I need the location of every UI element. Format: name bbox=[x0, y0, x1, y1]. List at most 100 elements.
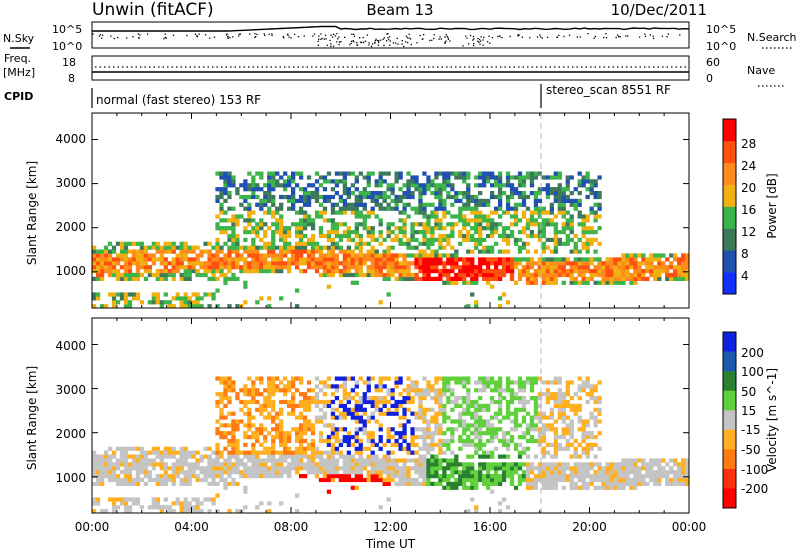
velocity-cell bbox=[378, 446, 383, 451]
power-cell bbox=[585, 265, 590, 270]
power-cell bbox=[338, 179, 344, 184]
cpid-segment-2: stereo_scan 8551 RF bbox=[546, 83, 671, 97]
power-cell bbox=[362, 187, 367, 192]
velocity-cell bbox=[525, 446, 531, 451]
velocity-cell bbox=[115, 477, 121, 483]
velocity-cell bbox=[195, 466, 200, 471]
power-cell bbox=[370, 253, 375, 258]
velocity-cell bbox=[342, 411, 348, 416]
power-cell bbox=[283, 233, 288, 239]
power-cell bbox=[517, 272, 523, 278]
power-cell bbox=[306, 261, 312, 266]
power-cell bbox=[573, 198, 578, 203]
power-cell bbox=[482, 261, 487, 266]
velocity-cell bbox=[497, 376, 503, 381]
velocity-cell bbox=[490, 474, 495, 479]
nsearch-point bbox=[558, 34, 560, 36]
power-cell bbox=[458, 272, 463, 278]
nsearch-point bbox=[317, 44, 319, 46]
velocity-cell bbox=[390, 466, 395, 471]
velocity-cell bbox=[275, 470, 280, 475]
velocity-cell bbox=[422, 388, 427, 393]
power-cell bbox=[366, 214, 371, 219]
velocity-cell bbox=[442, 477, 447, 483]
velocity-colorbar-swatch bbox=[723, 390, 736, 411]
power-cell bbox=[422, 206, 427, 211]
velocity-cell bbox=[358, 454, 363, 459]
nsky-trace bbox=[92, 25, 690, 32]
power-cell bbox=[183, 296, 188, 301]
power-cell bbox=[426, 179, 431, 184]
velocity-cell bbox=[314, 396, 320, 401]
velocity-cell bbox=[490, 466, 495, 471]
power-cell bbox=[426, 230, 431, 235]
velocity-cell bbox=[251, 454, 256, 459]
nsearch-point bbox=[652, 37, 655, 40]
velocity-cell bbox=[95, 466, 101, 471]
velocity-cell bbox=[589, 474, 594, 479]
velocity-cell bbox=[482, 474, 487, 479]
velocity-cell bbox=[298, 474, 304, 479]
velocity-cell bbox=[549, 392, 554, 397]
power-cell bbox=[533, 272, 539, 278]
power-cell bbox=[382, 179, 387, 184]
power-cell bbox=[482, 179, 487, 184]
velocity-cell bbox=[294, 403, 300, 408]
velocity-cell bbox=[131, 466, 137, 471]
velocity-cell bbox=[529, 419, 535, 424]
power-cell bbox=[99, 257, 105, 262]
power-cell bbox=[187, 296, 192, 301]
power-cell bbox=[665, 265, 670, 270]
velocity-cell bbox=[629, 462, 634, 467]
power-cell bbox=[541, 257, 547, 262]
power-cell bbox=[199, 296, 204, 301]
velocity-cell bbox=[426, 407, 431, 412]
velocity-cell bbox=[279, 501, 284, 506]
power-cell bbox=[187, 272, 192, 278]
power-cell bbox=[330, 249, 336, 254]
power-cell bbox=[497, 257, 503, 262]
nsearch-point bbox=[283, 37, 285, 39]
velocity-cell bbox=[561, 462, 566, 467]
velocity-cell bbox=[99, 477, 105, 483]
power-cell bbox=[482, 237, 487, 242]
velocity-cell bbox=[203, 466, 208, 471]
velocity-cell bbox=[633, 466, 638, 471]
velocity-cell bbox=[497, 481, 503, 486]
power-cell bbox=[490, 249, 495, 254]
velocity-cell bbox=[191, 466, 196, 471]
power-cell bbox=[275, 245, 280, 250]
power-cell bbox=[386, 265, 391, 270]
power-cell bbox=[426, 237, 431, 242]
power-cell bbox=[127, 304, 133, 309]
power-cell bbox=[386, 261, 391, 266]
velocity-cell bbox=[625, 462, 630, 467]
velocity-cell bbox=[386, 462, 391, 467]
power-cell bbox=[267, 210, 272, 215]
velocity-cell bbox=[330, 442, 336, 447]
velocity-cell bbox=[454, 399, 459, 405]
velocity-cell bbox=[470, 411, 475, 416]
nsearch-point bbox=[405, 35, 408, 37]
power-ytick-3000: 3000 bbox=[55, 176, 86, 190]
power-cell bbox=[275, 222, 280, 227]
velocity-cell bbox=[283, 435, 288, 440]
power-cell bbox=[434, 218, 439, 223]
power-cell bbox=[207, 241, 212, 246]
freq-unit-label: [MHz] bbox=[3, 66, 35, 79]
velocity-cell bbox=[458, 411, 463, 416]
power-cell bbox=[402, 183, 407, 188]
power-cell bbox=[438, 218, 443, 223]
velocity-cell bbox=[625, 474, 630, 479]
velocity-cell bbox=[605, 466, 610, 471]
velocity-cell bbox=[251, 423, 256, 428]
power-cell bbox=[398, 272, 403, 278]
velocity-cell bbox=[314, 462, 320, 467]
velocity-cell bbox=[239, 462, 244, 467]
velocity-cell bbox=[92, 454, 97, 459]
power-cell bbox=[458, 218, 463, 223]
nsearch-point bbox=[422, 38, 424, 40]
velocity-cell bbox=[497, 392, 503, 397]
velocity-cell bbox=[287, 470, 292, 475]
velocity-cell bbox=[406, 474, 411, 479]
